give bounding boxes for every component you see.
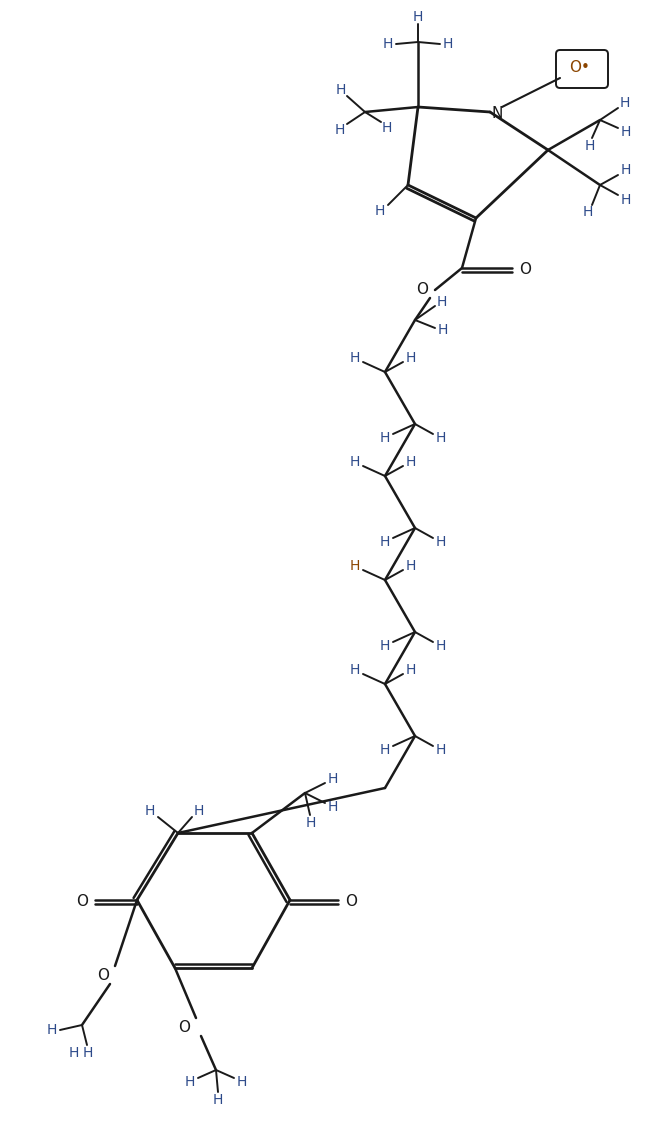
Text: H: H: [69, 1046, 79, 1060]
Text: H: H: [213, 1093, 223, 1107]
Text: H: H: [620, 96, 630, 110]
Text: H: H: [380, 430, 390, 445]
Text: H: H: [380, 743, 390, 756]
Text: H: H: [83, 1046, 93, 1060]
Text: H: H: [436, 535, 446, 549]
Text: H: H: [380, 535, 390, 549]
Text: H: H: [436, 640, 446, 653]
Text: H: H: [306, 816, 316, 830]
Text: H: H: [383, 37, 393, 51]
Text: H: H: [328, 772, 338, 786]
Text: H: H: [375, 203, 385, 218]
Text: H: H: [336, 83, 346, 97]
Text: H: H: [350, 663, 360, 677]
FancyBboxPatch shape: [556, 49, 608, 88]
Text: H: H: [237, 1075, 247, 1089]
Text: H: H: [382, 121, 392, 135]
Text: H: H: [621, 163, 631, 176]
Text: H: H: [47, 1023, 57, 1037]
Text: O: O: [178, 1021, 190, 1035]
Text: H: H: [436, 430, 446, 445]
Text: H: H: [583, 205, 593, 219]
Text: H: H: [185, 1075, 195, 1089]
Text: H: H: [350, 351, 360, 365]
Text: H: H: [621, 125, 631, 139]
Text: H: H: [585, 139, 595, 153]
Text: H: H: [443, 37, 453, 51]
Text: H: H: [621, 193, 631, 207]
Text: O: O: [76, 895, 88, 909]
Text: H: H: [380, 640, 390, 653]
Text: H: H: [350, 559, 360, 573]
Text: H: H: [437, 294, 447, 309]
Text: O: O: [519, 262, 531, 277]
Text: H: H: [350, 455, 360, 469]
Text: H: H: [328, 800, 338, 814]
Text: H: H: [438, 323, 448, 337]
Text: O•: O•: [569, 61, 590, 75]
Text: H: H: [194, 804, 204, 818]
Text: H: H: [406, 559, 416, 573]
Text: H: H: [335, 123, 345, 137]
Text: H: H: [406, 663, 416, 677]
Text: O: O: [345, 895, 357, 909]
Text: O: O: [416, 282, 428, 298]
Text: H: H: [413, 10, 423, 24]
Text: H: H: [145, 804, 155, 818]
Text: H: H: [436, 743, 446, 756]
Text: H: H: [406, 455, 416, 469]
Text: N: N: [491, 107, 503, 121]
Text: O: O: [97, 969, 109, 984]
Text: H: H: [406, 351, 416, 365]
